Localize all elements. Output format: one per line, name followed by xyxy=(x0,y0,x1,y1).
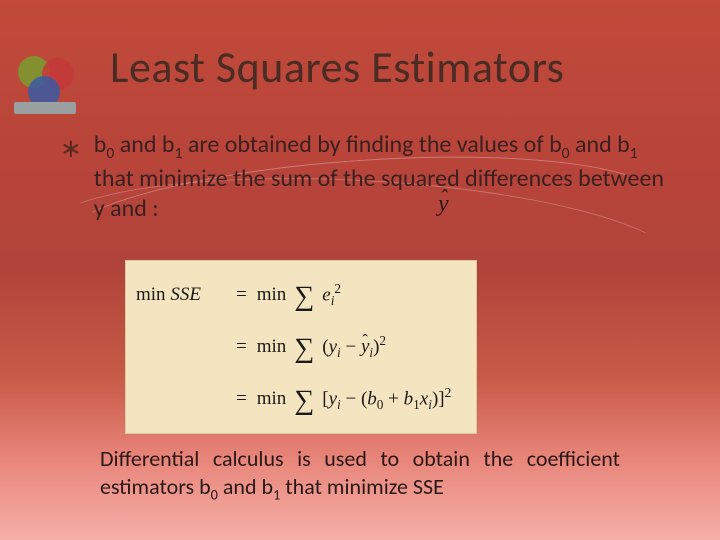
formula-line-1: min SSE = min ∑ ei2 xyxy=(136,281,466,309)
slide-logo xyxy=(14,56,84,116)
bullet-marker: ∗ xyxy=(60,130,82,165)
formula-line-2: = min ∑ (yi − ˆyi)2 xyxy=(136,333,466,361)
footer-text: Differential calculus is used to obtain … xyxy=(100,445,620,504)
formula-line-3: = min ∑ [yi − (b0 + b1xi)]2 xyxy=(136,385,466,413)
bullet-content: ∗ b0 and b1 are obtained by finding the … xyxy=(60,130,680,225)
yhat-symbol: ˆy xyxy=(438,191,449,218)
bullet-text: b0 and b1 are obtained by finding the va… xyxy=(94,130,680,225)
slide-title: Least Squares Estimators xyxy=(110,40,564,94)
formula-box: min SSE = min ∑ ei2 = min ∑ (yi − ˆyi)2 … xyxy=(125,260,477,434)
